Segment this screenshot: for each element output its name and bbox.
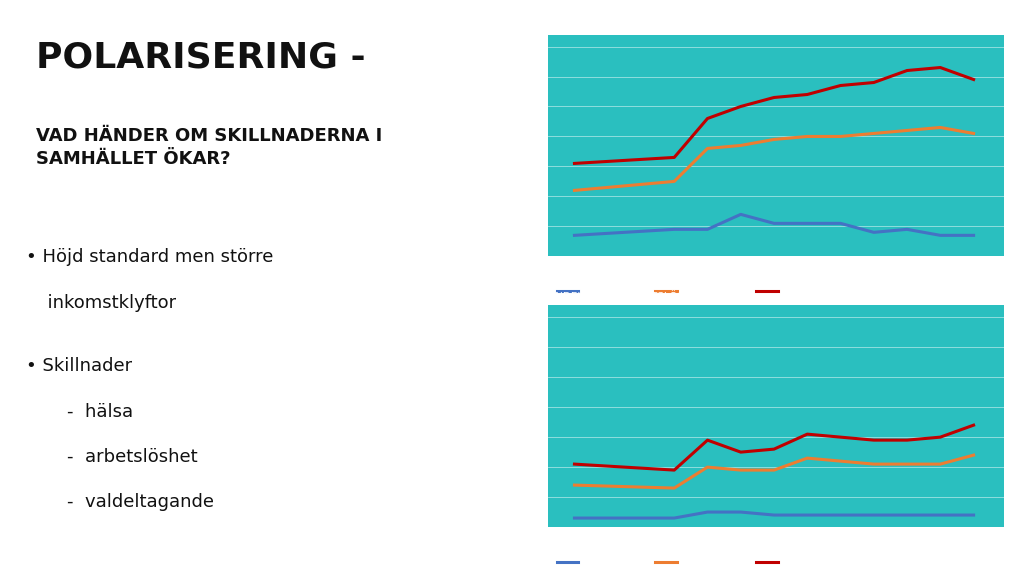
Text: -  hälsa: - hälsa bbox=[67, 403, 133, 421]
Legend: Inrikes födda, Utrikes födda, Utomeuropeiskt födda: Inrikes födda, Utrikes födda, Utomeurope… bbox=[553, 282, 895, 300]
Text: ANDEL ÖPPET ARBETSLÖSA I NACKA: ANDEL ÖPPET ARBETSLÖSA I NACKA bbox=[548, 291, 736, 302]
Text: -  arbetslöshet: - arbetslöshet bbox=[67, 448, 198, 466]
Text: POLARISERING -: POLARISERING - bbox=[36, 40, 366, 74]
Text: • Höjd standard men större: • Höjd standard men större bbox=[26, 248, 273, 266]
Text: VAD HÄNDER OM SKILLNADERNA I
SAMHÄLLET ÖKAR?: VAD HÄNDER OM SKILLNADERNA I SAMHÄLLET Ö… bbox=[36, 127, 382, 168]
Text: • Skillnader: • Skillnader bbox=[26, 357, 132, 375]
Text: -  valdeltagande: - valdeltagande bbox=[67, 493, 214, 511]
Text: ANDEL ÖPPET ARBETSLÖSA I SVERIGE: ANDEL ÖPPET ARBETSLÖSA I SVERIGE bbox=[548, 21, 745, 31]
Legend: Inrikes födda, Utrikes födda, Utomeuropeiskt födda: Inrikes födda, Utrikes födda, Utomeurope… bbox=[553, 553, 895, 571]
Text: inkomstklyftor: inkomstklyftor bbox=[36, 294, 176, 312]
